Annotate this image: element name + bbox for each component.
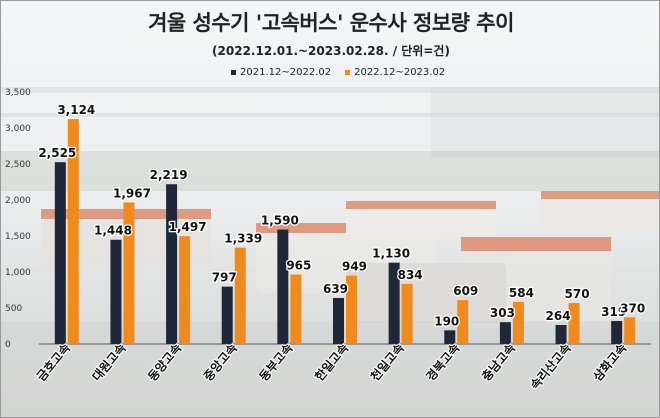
bar-series-1 (221, 286, 233, 344)
data-label-series-1: 2,525 (38, 146, 76, 160)
data-label-series-1: 190 (434, 314, 459, 328)
y-tick-label: 2,000 (5, 196, 31, 206)
bar-series-1 (166, 184, 178, 344)
x-tick-label: 금호고속 (34, 341, 73, 384)
data-label-series-2: 584 (509, 286, 534, 300)
bar-series-2 (234, 247, 246, 344)
x-tick-label: 경북고속 (423, 341, 462, 384)
bar-series-1 (110, 239, 122, 344)
legend-swatch-series-2 (345, 70, 351, 75)
x-tick-label: 동부고속 (257, 341, 296, 384)
data-label-series-1: 1,130 (372, 247, 410, 261)
chart-subtitle: (2022.12.01.~2023.02.28. / 단위=건) (212, 44, 450, 58)
x-tick-label: 천일고속 (367, 340, 407, 383)
x-tick-label: 삼화고속 (590, 340, 630, 383)
data-label-series-2: 949 (342, 260, 367, 274)
data-label-series-2: 1,497 (169, 220, 207, 234)
bar-series-2 (401, 283, 413, 344)
chart-title: 겨울 성수기 '고속버스' 운수사 정보량 추이 (148, 11, 514, 35)
chart-legend: 2021.12~2022.02 2022.12~2023.02 (231, 67, 445, 78)
bar-series-2 (457, 300, 469, 344)
data-label-series-1: 1,448 (94, 224, 132, 238)
x-tick-label: 한일고속 (311, 340, 351, 383)
x-tick-label: 대원고속 (90, 341, 129, 384)
data-label-series-2: 834 (398, 268, 423, 282)
x-tick-label: 충남고속 (478, 340, 518, 383)
data-label-series-1: 303 (490, 306, 515, 320)
y-tick-label: 0 (5, 340, 11, 350)
legend-item-series-1: 2021.12~2022.02 (231, 67, 331, 78)
y-tick-label: 1,500 (5, 232, 31, 242)
legend-swatch-series-1 (231, 70, 236, 75)
bar-series-2 (624, 317, 636, 344)
data-label-series-1: 1,590 (261, 214, 299, 228)
data-label-series-2: 1,339 (224, 232, 262, 246)
data-label-series-1: 797 (212, 271, 237, 285)
x-tick-label: 속리산고속 (527, 340, 574, 392)
y-tick-label: 2,500 (5, 160, 31, 170)
y-tick-label: 1,000 (5, 268, 31, 278)
data-label-series-1: 264 (546, 309, 571, 323)
bar-series-1 (444, 330, 456, 344)
bar-series-2 (179, 236, 191, 344)
legend-label-series-1: 2021.12~2022.02 (240, 67, 332, 78)
bar-series-2 (67, 119, 79, 345)
data-label-series-2: 609 (453, 284, 478, 298)
data-label-series-1: 2,219 (150, 168, 188, 182)
legend-item-series-2: 2022.12~2023.02 (345, 67, 445, 78)
bar-series-2 (568, 302, 580, 344)
data-label-series-2: 965 (286, 259, 311, 273)
data-label-series-1: 319 (601, 305, 626, 319)
y-tick-label: 3,000 (5, 124, 31, 134)
data-label-series-2: 3,124 (57, 103, 95, 117)
bar-series-2 (346, 275, 357, 344)
y-tick-label: 500 (5, 304, 22, 314)
bar-series-1 (499, 322, 511, 344)
bar-series-1 (388, 262, 400, 344)
data-label-series-2: 370 (620, 301, 645, 315)
legend-label-series-2: 2022.12~2023.02 (354, 67, 446, 78)
bar-series-1 (277, 229, 289, 344)
bar-series-1 (333, 297, 344, 344)
bar-series-2 (123, 202, 135, 344)
data-label-series-2: 570 (565, 287, 590, 301)
data-label-series-1: 639 (323, 282, 348, 296)
bar-series-1 (611, 321, 623, 344)
bar-series-1 (54, 162, 66, 344)
bar-series-1 (555, 324, 567, 344)
data-label-series-2: 1,967 (113, 186, 151, 200)
y-tick-label: 3,500 (5, 88, 31, 98)
x-tick-label: 동양고속 (145, 340, 185, 383)
bar-series-2 (512, 301, 524, 344)
bar-series-2 (290, 274, 302, 344)
x-tick-label: 중앙고속 (201, 341, 240, 384)
